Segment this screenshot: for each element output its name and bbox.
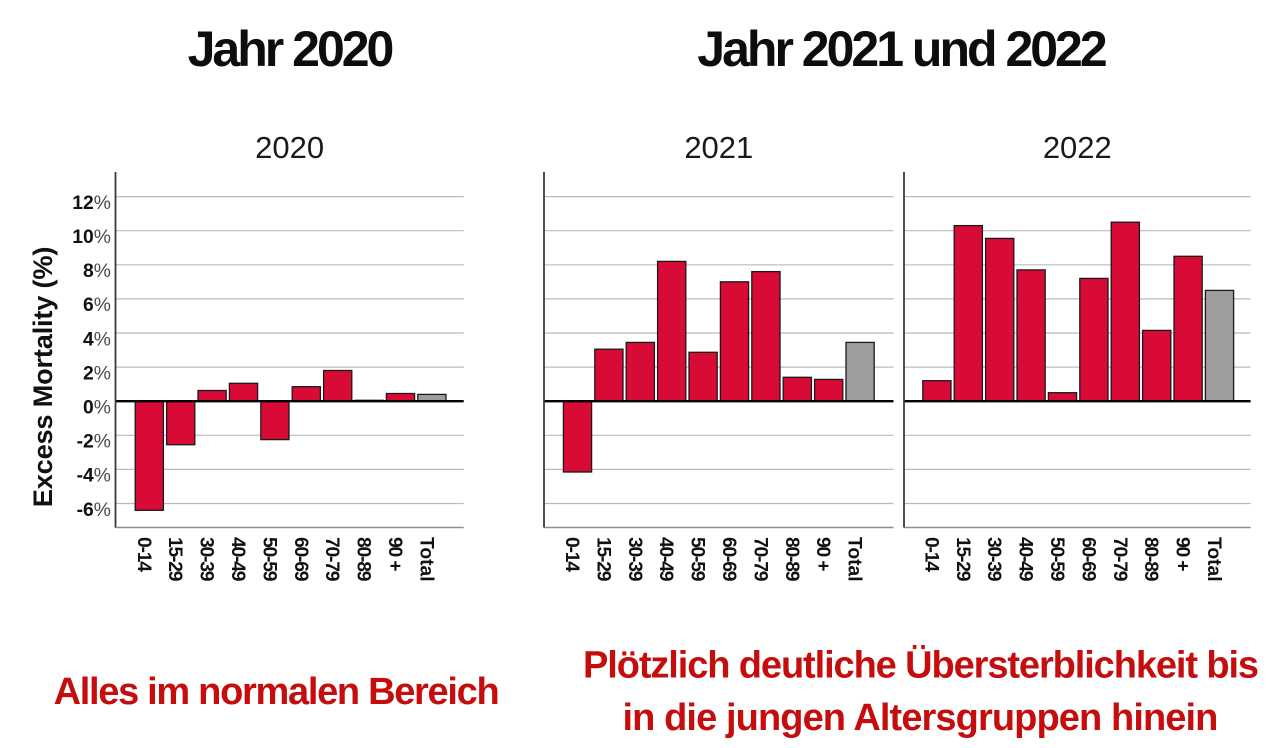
svg-text:40-49: 40-49 (1015, 537, 1036, 581)
svg-text:70-79: 70-79 (321, 537, 342, 581)
svg-text:70-79: 70-79 (1109, 537, 1130, 581)
svg-text:Total: Total (844, 537, 865, 582)
svg-text:0-14: 0-14 (133, 537, 154, 572)
svg-text:-6%: -6% (77, 500, 111, 521)
svg-text:60-69: 60-69 (1077, 537, 1098, 581)
svg-text:Total: Total (1203, 537, 1224, 582)
svg-text:80-89: 80-89 (1140, 537, 1161, 581)
svg-text:40-49: 40-49 (227, 537, 248, 581)
svg-text:30-39: 30-39 (983, 537, 1004, 581)
svg-text:50-59: 50-59 (687, 537, 708, 581)
svg-text:0-14: 0-14 (561, 537, 582, 572)
svg-text:60-69: 60-69 (718, 537, 739, 581)
svg-text:30-39: 30-39 (624, 537, 645, 581)
svg-text:15-29: 15-29 (164, 537, 185, 581)
svg-text:2020: 2020 (255, 130, 324, 165)
svg-text:50-59: 50-59 (1046, 537, 1067, 581)
svg-text:Alles im normalen Bereich: Alles im normalen Bereich (54, 671, 499, 713)
svg-text:Total: Total (415, 537, 436, 582)
svg-text:Excess Mortality (%): Excess Mortality (%) (27, 247, 58, 507)
svg-text:Plötzlich deutliche Übersterbl: Plötzlich deutliche Übersterblichkeit bi… (583, 644, 1258, 687)
svg-text:90 +: 90 + (384, 537, 405, 571)
svg-text:2022: 2022 (1043, 130, 1112, 165)
svg-text:0%: 0% (83, 398, 111, 419)
svg-text:90 +: 90 + (812, 537, 833, 571)
svg-text:in die jungen Altersgruppen hi: in die jungen Altersgruppen hinein (622, 697, 1217, 739)
svg-text:50-59: 50-59 (258, 537, 279, 581)
svg-text:0-14: 0-14 (920, 537, 941, 572)
svg-text:70-79: 70-79 (749, 537, 770, 581)
svg-text:8%: 8% (83, 261, 111, 282)
svg-text:90 +: 90 + (1172, 537, 1193, 571)
svg-text:-2%: -2% (77, 432, 111, 453)
svg-text:-4%: -4% (77, 466, 111, 487)
svg-text:80-89: 80-89 (353, 537, 374, 581)
svg-text:2%: 2% (83, 363, 111, 384)
svg-text:80-89: 80-89 (781, 537, 802, 581)
svg-text:15-29: 15-29 (952, 537, 973, 581)
svg-text:12%: 12% (72, 193, 111, 214)
svg-text:Jahr 2021 und 2022: Jahr 2021 und 2022 (697, 21, 1106, 77)
svg-text:Jahr 2020: Jahr 2020 (188, 21, 393, 77)
svg-text:40-49: 40-49 (655, 537, 676, 581)
svg-text:6%: 6% (83, 295, 111, 316)
svg-text:15-29: 15-29 (592, 537, 613, 581)
svg-text:2021: 2021 (684, 130, 753, 165)
svg-text:30-39: 30-39 (196, 537, 217, 581)
svg-text:60-69: 60-69 (290, 537, 311, 581)
svg-text:4%: 4% (83, 329, 111, 350)
svg-text:10%: 10% (72, 227, 111, 248)
